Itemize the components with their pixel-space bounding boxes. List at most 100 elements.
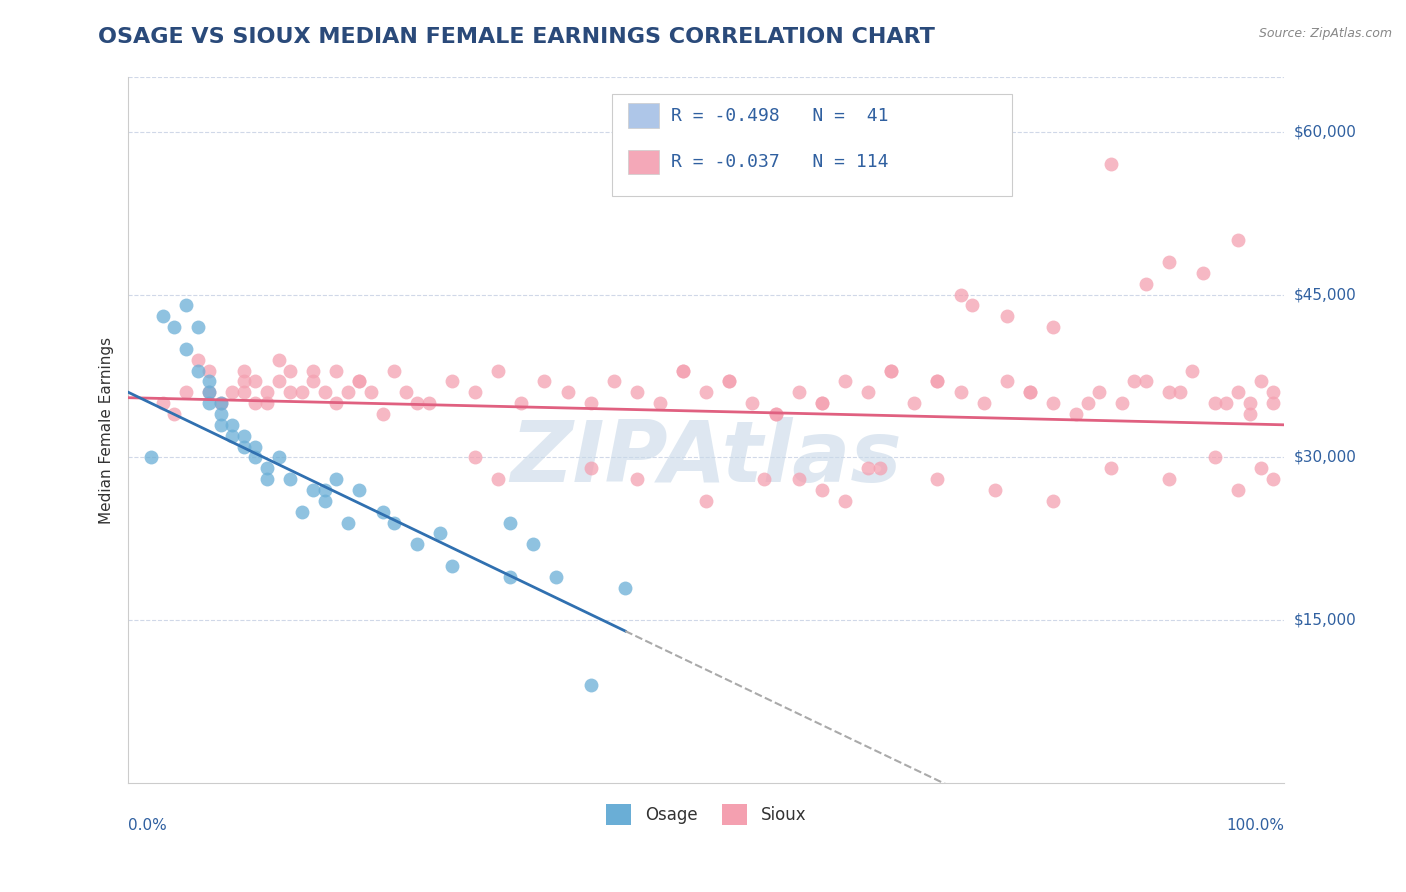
Text: R = -0.037   N = 114: R = -0.037 N = 114 bbox=[671, 153, 889, 171]
Point bbox=[1204, 450, 1226, 465]
Point bbox=[1157, 255, 1180, 269]
Point bbox=[648, 396, 671, 410]
Point bbox=[695, 493, 717, 508]
Point bbox=[626, 472, 648, 486]
Point bbox=[927, 375, 949, 389]
Point bbox=[533, 375, 555, 389]
Point bbox=[765, 407, 787, 421]
Point bbox=[1099, 461, 1122, 475]
Text: $30,000: $30,000 bbox=[1294, 450, 1357, 465]
Point bbox=[718, 375, 741, 389]
Point bbox=[291, 505, 314, 519]
Point bbox=[1042, 320, 1064, 334]
Point bbox=[278, 385, 301, 400]
Point bbox=[1227, 233, 1250, 247]
Point bbox=[371, 407, 394, 421]
Point bbox=[278, 363, 301, 377]
Text: OSAGE VS SIOUX MEDIAN FEMALE EARNINGS CORRELATION CHART: OSAGE VS SIOUX MEDIAN FEMALE EARNINGS CO… bbox=[98, 27, 935, 46]
Point bbox=[960, 298, 983, 312]
Point bbox=[302, 483, 325, 497]
Point bbox=[603, 375, 626, 389]
Text: 0.0%: 0.0% bbox=[128, 818, 167, 833]
Point bbox=[949, 287, 972, 301]
Point bbox=[325, 472, 347, 486]
Point bbox=[765, 407, 787, 421]
Point bbox=[1192, 266, 1215, 280]
Point bbox=[302, 363, 325, 377]
Point bbox=[232, 363, 254, 377]
Point bbox=[371, 505, 394, 519]
Point bbox=[267, 375, 290, 389]
Point bbox=[221, 417, 243, 432]
Point bbox=[440, 558, 463, 573]
Y-axis label: Median Female Earnings: Median Female Earnings bbox=[100, 336, 114, 524]
Point bbox=[499, 516, 522, 530]
Point bbox=[834, 493, 856, 508]
Point bbox=[232, 375, 254, 389]
Point bbox=[499, 570, 522, 584]
Point bbox=[1042, 493, 1064, 508]
Point bbox=[278, 472, 301, 486]
Point bbox=[856, 461, 879, 475]
Point bbox=[360, 385, 382, 400]
Point bbox=[187, 363, 209, 377]
Point bbox=[232, 385, 254, 400]
Point bbox=[984, 483, 1007, 497]
Point bbox=[198, 396, 221, 410]
Point bbox=[406, 396, 429, 410]
Point bbox=[1019, 385, 1042, 400]
Point bbox=[695, 385, 717, 400]
Point bbox=[1157, 472, 1180, 486]
Point bbox=[256, 461, 278, 475]
Point bbox=[382, 516, 405, 530]
Point bbox=[440, 375, 463, 389]
Point bbox=[1239, 407, 1261, 421]
Legend: Osage, Sioux: Osage, Sioux bbox=[599, 797, 813, 831]
Point bbox=[787, 472, 810, 486]
Point bbox=[336, 385, 359, 400]
Point bbox=[834, 375, 856, 389]
Point bbox=[579, 396, 602, 410]
Point bbox=[1239, 396, 1261, 410]
Point bbox=[1227, 483, 1250, 497]
Point bbox=[1135, 375, 1157, 389]
Point bbox=[672, 363, 695, 377]
Text: ZIPAtlas: ZIPAtlas bbox=[510, 417, 903, 500]
Point bbox=[486, 472, 509, 486]
Point bbox=[209, 396, 232, 410]
Point bbox=[232, 428, 254, 442]
Point bbox=[464, 385, 486, 400]
Point bbox=[1215, 396, 1237, 410]
Point bbox=[314, 493, 336, 508]
Point bbox=[245, 440, 267, 454]
Point bbox=[927, 472, 949, 486]
Point bbox=[1088, 385, 1111, 400]
Point bbox=[198, 375, 221, 389]
Point bbox=[995, 310, 1018, 324]
Point bbox=[614, 581, 637, 595]
Point bbox=[752, 472, 775, 486]
Point bbox=[267, 450, 290, 465]
Point bbox=[198, 385, 221, 400]
Text: 100.0%: 100.0% bbox=[1226, 818, 1284, 833]
Point bbox=[486, 363, 509, 377]
Point bbox=[382, 363, 405, 377]
Point bbox=[1077, 396, 1099, 410]
Point bbox=[464, 450, 486, 465]
Text: Source: ZipAtlas.com: Source: ZipAtlas.com bbox=[1258, 27, 1392, 40]
Point bbox=[256, 385, 278, 400]
Point bbox=[209, 407, 232, 421]
Point bbox=[245, 375, 267, 389]
Point bbox=[349, 375, 371, 389]
Point bbox=[209, 396, 232, 410]
Point bbox=[880, 363, 903, 377]
Point bbox=[418, 396, 440, 410]
Point bbox=[1181, 363, 1204, 377]
Point bbox=[1099, 157, 1122, 171]
Point bbox=[811, 396, 834, 410]
Point bbox=[510, 396, 533, 410]
Point bbox=[187, 320, 209, 334]
Point bbox=[198, 385, 221, 400]
Point bbox=[869, 461, 891, 475]
Point bbox=[903, 396, 925, 410]
